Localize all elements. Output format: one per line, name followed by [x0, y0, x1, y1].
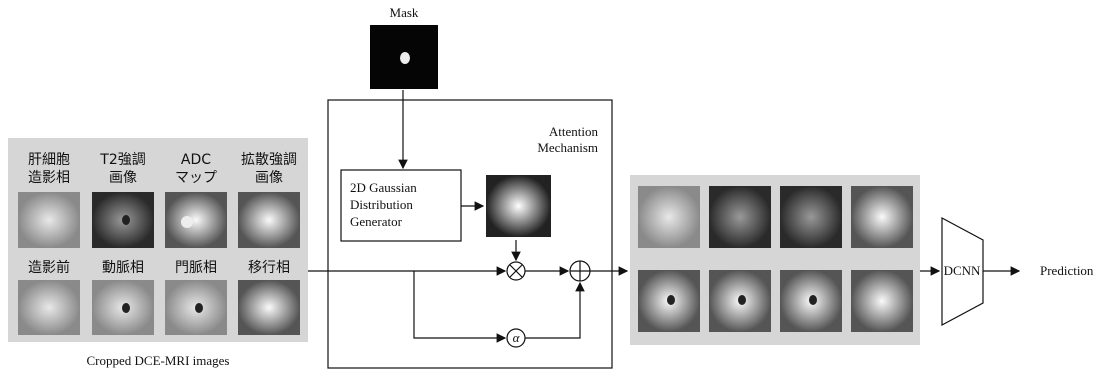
attended-image — [638, 186, 700, 248]
lesion — [122, 215, 130, 225]
dcnn-label: DCNN — [944, 263, 981, 278]
image-label: ADC — [181, 152, 211, 168]
alpha-label: α — [513, 330, 521, 345]
lesion — [667, 295, 675, 305]
image-label: 造影相 — [28, 170, 70, 186]
add-op — [570, 261, 590, 281]
attended-image — [851, 270, 913, 332]
generator-text: Generator — [350, 214, 403, 229]
generator-text: Distribution — [350, 197, 413, 212]
arrow — [414, 271, 505, 338]
image-label: 画像 — [109, 170, 137, 186]
lesion — [809, 295, 817, 305]
mri-image — [238, 192, 300, 248]
lesion — [181, 216, 193, 228]
image-label: 造影前 — [28, 259, 70, 276]
mask-blob — [400, 52, 410, 64]
attention-title: Attention — [549, 124, 599, 139]
attended-image — [709, 186, 771, 248]
attended-image — [851, 186, 913, 248]
generator-text: 2D Gaussian — [350, 180, 417, 195]
lesion — [738, 295, 746, 305]
lesion — [195, 303, 203, 313]
image-label: T2強調 — [99, 152, 145, 168]
image-label: 拡散強調 — [241, 152, 297, 168]
attention-title: Mechanism — [537, 140, 598, 155]
multiply-op — [507, 262, 525, 280]
image-label: 移行相 — [248, 260, 290, 276]
mri-image — [18, 280, 80, 335]
caption: Cropped DCE-MRI images — [87, 353, 230, 368]
image-label: マップ — [175, 170, 217, 186]
mri-image — [18, 192, 80, 248]
image-label: 動脈相 — [102, 260, 144, 276]
mask-label: Mask — [390, 5, 419, 20]
mri-image — [165, 192, 227, 248]
prediction-label: Prediction — [1040, 263, 1094, 278]
image-label: 門脈相 — [175, 260, 217, 276]
attended-image — [780, 186, 842, 248]
gaussian-image — [486, 175, 551, 237]
image-label: 画像 — [255, 170, 283, 186]
diagram: 肝細胞造影相 T2強調画像 ADC マップ 拡散強調画像造影前 動脈相 門脈相 移行相 Cro… — [0, 0, 1102, 373]
arrow — [525, 283, 580, 338]
mri-image — [238, 280, 300, 335]
lesion — [122, 303, 130, 313]
image-label: 肝細胞 — [28, 152, 70, 168]
